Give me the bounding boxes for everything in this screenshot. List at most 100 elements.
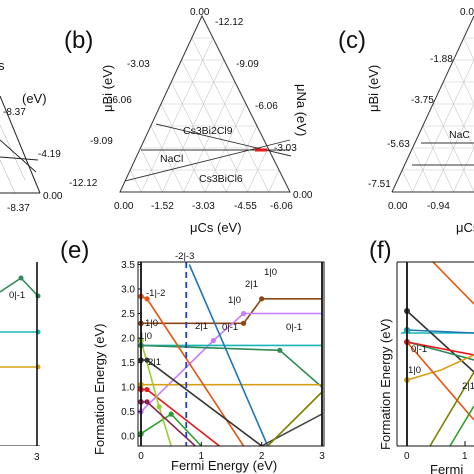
series-line-13 — [261, 413, 323, 446]
panel-c-left-tick-2: -3.75 — [411, 95, 434, 106]
panel-e-ytick-label: 1.0 — [121, 383, 135, 394]
panel-c-bottom-tick-1: 0.00 — [388, 201, 408, 212]
panel-c-left-tick-3: -5.63 — [387, 139, 410, 150]
panel-e-ann-1: -2|-3 — [175, 251, 194, 262]
panel-f-ann-1: 0|-1 — [411, 344, 427, 355]
panel-b-right-tick-4: -3.03 — [274, 143, 297, 154]
panel-b-left-tick-2: -9.09 — [90, 136, 113, 147]
panel-b-bottom-tick-1: 0.00 — [114, 201, 134, 212]
panel-b-left-tick-3: -6.06 — [109, 95, 132, 106]
panel-c-apex: 0.00 — [460, 7, 474, 18]
series-point-1-2 — [259, 296, 265, 302]
phase-label-nacl: NaCl — [160, 153, 183, 165]
panel-f-ann-3: 2|1 — [462, 381, 474, 392]
ternary-grid-line — [401, 169, 413, 193]
panel-d-annotation: 0|-1 — [9, 290, 25, 301]
panel-e-xtick-label: 2 — [259, 451, 265, 462]
panel-c-label: (c) — [338, 27, 366, 54]
panel-d — [0, 262, 41, 446]
panel-e-ytick-label: 0.5 — [121, 407, 135, 418]
panel-b-right-tick-5: 0.00 — [293, 190, 313, 201]
panel-f-ylabel: Formation Energy (eV) — [378, 319, 393, 451]
panel-e-xlabel: Fermi Energy (eV) — [171, 458, 277, 473]
panel-b-bottom-tick-3: -3.03 — [192, 201, 215, 212]
panel-e-ytick-label: 1.5 — [121, 358, 135, 369]
phase-label-nac-partial: NaC — [449, 129, 470, 141]
panel-b-label: (b) — [64, 27, 93, 54]
panel-c-bottom-axis-fragment: μCs — [456, 220, 474, 235]
series-line-2 — [140, 312, 322, 413]
panel-f: (f) 0 1 Fermi Formation Energy (eV) 0|-1… — [369, 237, 474, 474]
panel-e-ann-2: -1|-2 — [146, 288, 165, 299]
panel-e-xtick-label: 0 — [138, 451, 144, 462]
series-line-1 — [141, 297, 322, 325]
panel-a-tick-1: -8.37 — [3, 107, 26, 118]
ternary-grid-line — [150, 125, 185, 193]
ternary-grid-line — [170, 81, 227, 193]
panel-e-ann-4: 2|1 — [148, 357, 161, 368]
panel-e-ann-10: 1|0 — [264, 267, 277, 278]
panel-b-left-tick-4: -3.03 — [127, 59, 150, 70]
panel-e-ann-5: 1|0 — [139, 331, 152, 342]
panel-e-ann-8: 1|0 — [228, 295, 241, 306]
panel-b: (b) 0.00 -3.03 -6.06 -9.09 -12.12 -12.12… — [64, 7, 313, 235]
ternary-grid-line — [191, 37, 270, 193]
panel-b-bottom-axis-title: μCs (eV) — [190, 220, 242, 235]
panel-f-xtick-2: 1 — [462, 451, 468, 462]
series-line-12 — [141, 400, 196, 446]
series-point-8-1 — [144, 386, 150, 393]
panel-c-bottom-tick-2: -0.94 — [427, 201, 450, 212]
series-point-9-1 — [144, 357, 150, 363]
panel-b-bottom-tick-5: -6.06 — [270, 201, 293, 212]
panel-a: s (eV) -8.37 -4.19 0.00 -8.37 — [0, 58, 63, 214]
ternary-grid-line — [442, 81, 474, 149]
series-line-14 — [267, 391, 323, 446]
series-point-6-1 — [144, 296, 150, 302]
panel-e-xtick-label: 3 — [319, 451, 325, 462]
panel-e-ann-11: 0|-1 — [286, 322, 302, 333]
panel-e-ann-6: 0|-1 — [222, 322, 238, 333]
panel-f-label: (f) — [369, 237, 392, 264]
series-point-12-1 — [144, 399, 150, 405]
series-point-2-1 — [210, 337, 216, 344]
panel-c-left-tick-4: -7.51 — [368, 179, 391, 190]
panel-b-bottom-tick-4: -4.55 — [234, 201, 257, 212]
series-line-4 — [140, 344, 323, 388]
panel-a-tick-4: -8.37 — [7, 203, 30, 214]
panel-e-ann-7: 2|1 — [195, 321, 208, 332]
panel-e-ytick-label: 0.0 — [121, 432, 135, 443]
panel-e-xtick-label: 1 — [199, 451, 205, 462]
panel-f-xtick-1: 0 — [404, 451, 410, 462]
panel-b-right-axis-title: μNa (eV) — [294, 84, 309, 136]
panel-e-label: (e) — [60, 237, 89, 264]
panel-e-ann-9: 2|1 — [245, 279, 258, 290]
ternary-grid-line — [268, 169, 280, 193]
ternary-grid-line — [129, 169, 142, 193]
panel-b-right-tick-1: -12.12 — [215, 17, 244, 28]
panel-b-apex: 0.00 — [190, 7, 210, 18]
panel-a-fragment-2: (eV) — [22, 91, 47, 106]
series-point-2-2 — [240, 310, 247, 317]
panel-e-ylabel: Formation Energy (eV) — [92, 324, 107, 456]
panel-b-right-tick-3: -6.06 — [255, 101, 278, 112]
panel-b-right-tick-2: -9.09 — [236, 59, 259, 70]
ternary-grid-line — [422, 125, 454, 193]
panel-d-xtick: 3 — [34, 452, 40, 463]
phase-label-cs3bi2cl9: Cs3Bi2Cl9 — [183, 125, 233, 137]
panel-f-xlabel-fragment: Fermi — [430, 462, 463, 474]
panel-f-ann-2: 1|0 — [408, 365, 421, 376]
ternary-grid-line — [225, 125, 258, 193]
series-point-4-1 — [277, 347, 283, 353]
panel-e-ann-3: 1|0 — [145, 318, 158, 329]
series-line-10 — [140, 413, 202, 446]
panel-e-ytick-label: 2.0 — [121, 334, 135, 345]
panel-c-left-axis-title: μBi (eV) — [366, 65, 381, 112]
series-point-11-1 — [156, 404, 162, 410]
series-line-7 — [188, 264, 269, 446]
series-line-8 — [141, 388, 220, 446]
series-line-9 — [141, 359, 263, 446]
ternary-grid-line — [453, 147, 474, 193]
panel-c-left-tick-1: -1.88 — [430, 54, 453, 65]
panel-e-ytick-label: 3.5 — [121, 260, 135, 271]
